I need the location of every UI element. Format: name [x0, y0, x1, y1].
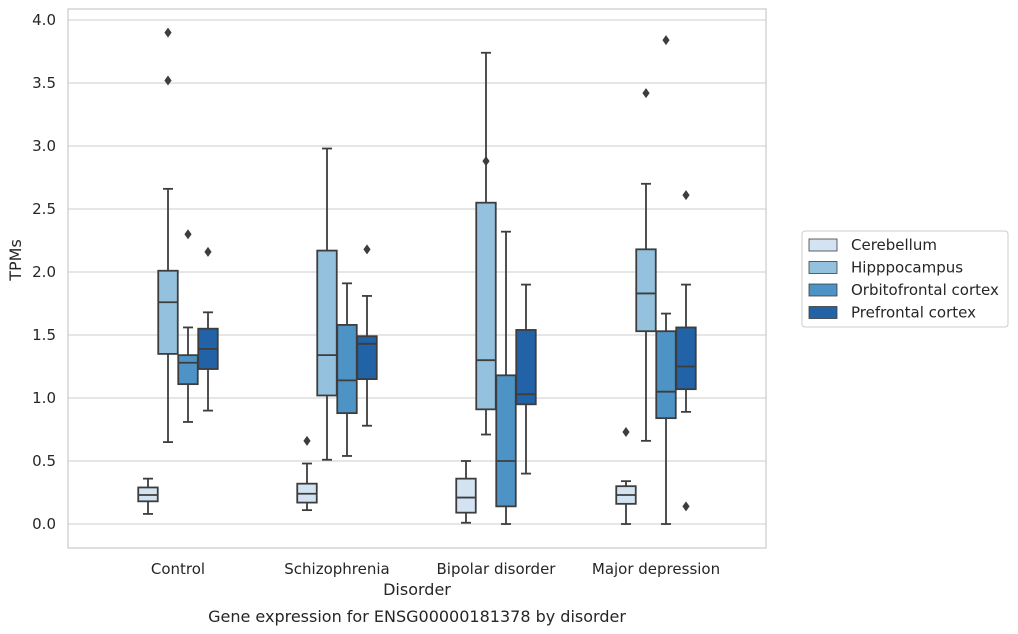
box-body — [515, 329, 537, 406]
box-hipppocampus — [316, 147, 338, 461]
box-hipppocampus — [475, 51, 497, 436]
legend-label: Prefrontal cortex — [851, 304, 976, 322]
box-cerebellum — [137, 477, 159, 515]
box-orbitofrontal-cortex — [655, 35, 677, 525]
legend-label: Orbitofrontal cortex — [851, 281, 999, 299]
chart-title: Gene expression for ENSG00000181378 by d… — [208, 607, 626, 626]
outlier-point — [303, 435, 311, 446]
legend: Cerebellum Hipppocampus Orbitofrontal cort… — [801, 230, 1009, 328]
outlier-point — [363, 244, 371, 255]
x-tick-label: Schizophrenia — [284, 560, 389, 578]
outlier-point — [164, 75, 172, 86]
box-prefrontal-cortex — [356, 244, 378, 427]
box-body — [495, 374, 517, 508]
box-orbitofrontal-cortex — [177, 229, 199, 423]
legend-swatch — [808, 238, 838, 252]
outlier-point — [662, 35, 670, 46]
legend-frame — [801, 230, 1009, 328]
legend-swatch — [808, 283, 838, 297]
y-tick-label: 0.5 — [32, 452, 56, 470]
box-body — [316, 249, 338, 397]
box-plots — [137, 27, 697, 525]
outlier-point — [682, 190, 690, 201]
y-tick-labels: 0.0 0.5 1.0 1.5 2.0 2.5 3.0 3.5 4.0 — [32, 11, 56, 533]
outlier-point — [204, 246, 212, 257]
legend-swatch — [808, 306, 838, 319]
box-body — [336, 324, 358, 415]
box-body — [675, 326, 697, 391]
box-body — [475, 201, 497, 411]
outlier-point — [622, 427, 630, 438]
box-prefrontal-cortex — [197, 246, 219, 412]
box-prefrontal-cortex — [675, 190, 697, 512]
outlier-point — [642, 88, 650, 99]
box-body — [177, 354, 199, 386]
y-tick-label: 2.0 — [32, 263, 56, 281]
box-body — [157, 269, 179, 355]
box-hipppocampus — [635, 88, 657, 442]
outlier-point — [164, 27, 172, 38]
box-cerebellum — [296, 435, 318, 512]
y-tick-label: 2.5 — [32, 200, 56, 218]
y-tick-label: 4.0 — [32, 11, 56, 29]
x-tick-labels: Control Schizophrenia Bipolar disorder Majo… — [151, 560, 720, 578]
box-hipppocampus — [157, 27, 179, 444]
box-cerebellum — [455, 460, 477, 524]
x-tick-label: Major depression — [592, 560, 720, 578]
legend-label: Hipppocampus — [851, 259, 963, 277]
box-body — [356, 335, 378, 381]
box-prefrontal-cortex — [515, 283, 537, 475]
legend-label: Cerebellum — [851, 236, 937, 254]
y-tick-label: 3.0 — [32, 137, 56, 155]
box-orbitofrontal-cortex — [495, 230, 517, 525]
y-axis-label: TPMs — [6, 239, 25, 282]
outlier-point — [482, 156, 490, 167]
legend-swatch — [808, 261, 838, 274]
y-tick-label: 1.5 — [32, 326, 56, 344]
gridlines — [68, 19, 766, 525]
outlier-point — [682, 501, 690, 512]
box-cerebellum — [615, 427, 637, 525]
x-axis-label: Disorder — [383, 580, 451, 599]
plot-frame — [67, 8, 767, 549]
outlier-point — [184, 229, 192, 240]
y-tick-label: 0.0 — [32, 515, 56, 533]
box-orbitofrontal-cortex — [336, 282, 358, 457]
box-body — [635, 248, 657, 333]
y-tick-label: 3.5 — [32, 74, 56, 92]
box-body — [655, 330, 677, 420]
box-body — [455, 477, 477, 514]
x-tick-label: Bipolar disorder — [437, 560, 557, 578]
x-tick-label: Control — [151, 560, 205, 578]
y-tick-label: 1.0 — [32, 389, 56, 407]
